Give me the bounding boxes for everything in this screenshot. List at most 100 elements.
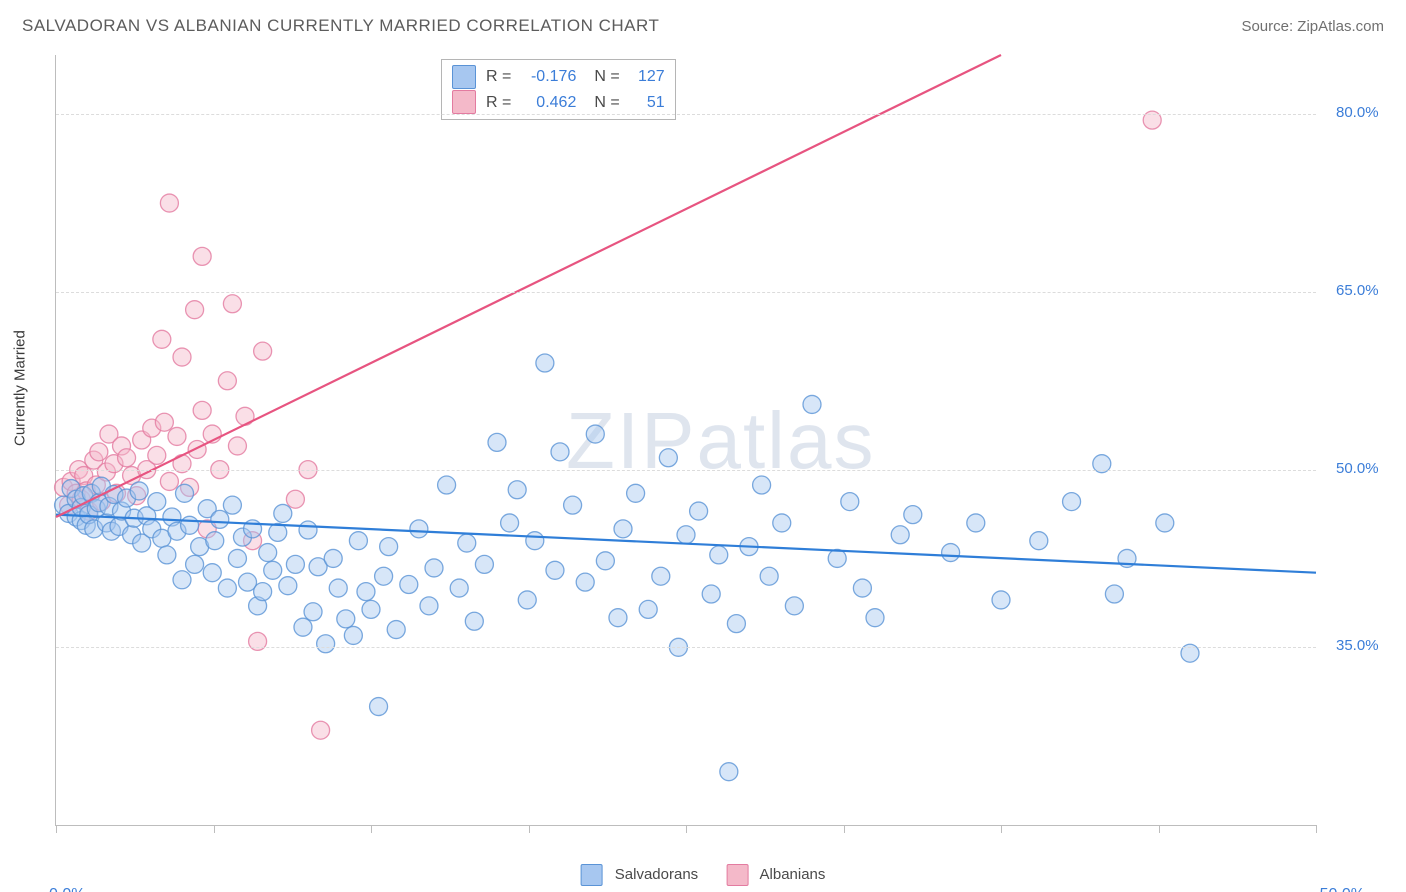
scatter-point	[317, 635, 335, 653]
y-tick-label: 50.0%	[1336, 460, 1379, 477]
scatter-point	[526, 532, 544, 550]
scatter-point	[274, 504, 292, 522]
scatter-point	[160, 472, 178, 490]
x-tick-mark	[1001, 825, 1002, 833]
x-tick-mark	[844, 825, 845, 833]
scatter-point	[294, 618, 312, 636]
scatter-point	[760, 567, 778, 585]
scatter-point	[176, 484, 194, 502]
scatter-point	[186, 555, 204, 573]
scatter-point	[785, 597, 803, 615]
scatter-point	[627, 484, 645, 502]
scatter-point	[380, 538, 398, 556]
scatter-point	[228, 549, 246, 567]
scatter-point	[564, 496, 582, 514]
scatter-point	[186, 301, 204, 319]
scatter-point	[168, 427, 186, 445]
scatter-point	[155, 413, 173, 431]
trend-line	[56, 55, 1001, 517]
scatter-point	[1030, 532, 1048, 550]
title-bar: SALVADORAN VS ALBANIAN CURRENTLY MARRIED…	[22, 16, 1384, 36]
stat-label-r2: R =	[486, 90, 511, 116]
scatter-point	[118, 449, 136, 467]
scatter-point	[702, 585, 720, 603]
scatter-point	[160, 194, 178, 212]
x-tick-mark	[529, 825, 530, 833]
stat-n-1: 127	[630, 64, 665, 90]
scatter-point	[286, 555, 304, 573]
scatter-point	[223, 496, 241, 514]
scatter-point	[1156, 514, 1174, 532]
scatter-point	[206, 532, 224, 550]
scatter-point	[508, 481, 526, 499]
stats-row-2: R = 0.462 N = 51	[452, 90, 665, 116]
scatter-point	[304, 603, 322, 621]
scatter-point	[659, 449, 677, 467]
grid-line	[56, 470, 1316, 471]
scatter-point	[501, 514, 519, 532]
scatter-point	[614, 520, 632, 538]
scatter-point	[130, 482, 148, 500]
scatter-point	[518, 591, 536, 609]
scatter-point	[866, 609, 884, 627]
scatter-point	[992, 591, 1010, 609]
scatter-point	[181, 516, 199, 534]
scatter-point	[228, 437, 246, 455]
scatter-point	[344, 626, 362, 644]
scatter-point	[942, 544, 960, 562]
plot-area: ZIPatlas R = -0.176 N = 127 R = 0.462 N …	[55, 55, 1316, 826]
scatter-point	[312, 721, 330, 739]
x-tick-mark	[56, 825, 57, 833]
scatter-point	[586, 425, 604, 443]
legend-label-2: Albanians	[760, 866, 826, 883]
scatter-point	[254, 583, 272, 601]
scatter-point	[710, 546, 728, 564]
scatter-point	[337, 610, 355, 628]
x-tick-mark	[371, 825, 372, 833]
scatter-point	[211, 510, 229, 528]
scatter-point	[841, 493, 859, 511]
scatter-point	[465, 612, 483, 630]
scatter-point	[188, 440, 206, 458]
scatter-point	[458, 534, 476, 552]
y-axis-title: Currently Married	[12, 330, 29, 446]
stat-n-2: 51	[630, 90, 665, 116]
scatter-point	[173, 571, 191, 589]
scatter-point	[420, 597, 438, 615]
legend-swatch-2	[726, 864, 748, 886]
scatter-point	[223, 295, 241, 313]
scatter-point	[193, 247, 211, 265]
scatter-point	[299, 521, 317, 539]
stats-row-1: R = -0.176 N = 127	[452, 64, 665, 90]
scatter-point	[828, 549, 846, 567]
stats-box: R = -0.176 N = 127 R = 0.462 N = 51	[441, 59, 676, 120]
scatter-point	[362, 600, 380, 618]
scatter-point	[690, 502, 708, 520]
scatter-point	[1063, 493, 1081, 511]
scatter-point	[727, 615, 745, 633]
scatter-point	[488, 433, 506, 451]
scatter-point	[536, 354, 554, 372]
stat-label-r: R =	[486, 64, 511, 90]
scatter-point	[259, 544, 277, 562]
scatter-point	[450, 579, 468, 597]
grid-line	[56, 647, 1316, 648]
legend-item-1: Salvadorans	[581, 864, 699, 886]
legend-swatch-1	[581, 864, 603, 886]
x-tick-mark	[686, 825, 687, 833]
scatter-point	[357, 583, 375, 601]
x-tick-mark	[1316, 825, 1317, 833]
stat-label-n: N =	[594, 64, 619, 90]
scatter-point	[576, 573, 594, 591]
y-tick-label: 65.0%	[1336, 282, 1379, 299]
scatter-point	[773, 514, 791, 532]
scatter-point	[677, 526, 695, 544]
scatter-point	[387, 621, 405, 639]
scatter-point	[904, 506, 922, 524]
scatter-point	[218, 579, 236, 597]
scatter-point	[148, 493, 166, 511]
scatter-point	[90, 443, 108, 461]
scatter-point	[967, 514, 985, 532]
scatter-point	[148, 446, 166, 464]
scatter-point	[551, 443, 569, 461]
